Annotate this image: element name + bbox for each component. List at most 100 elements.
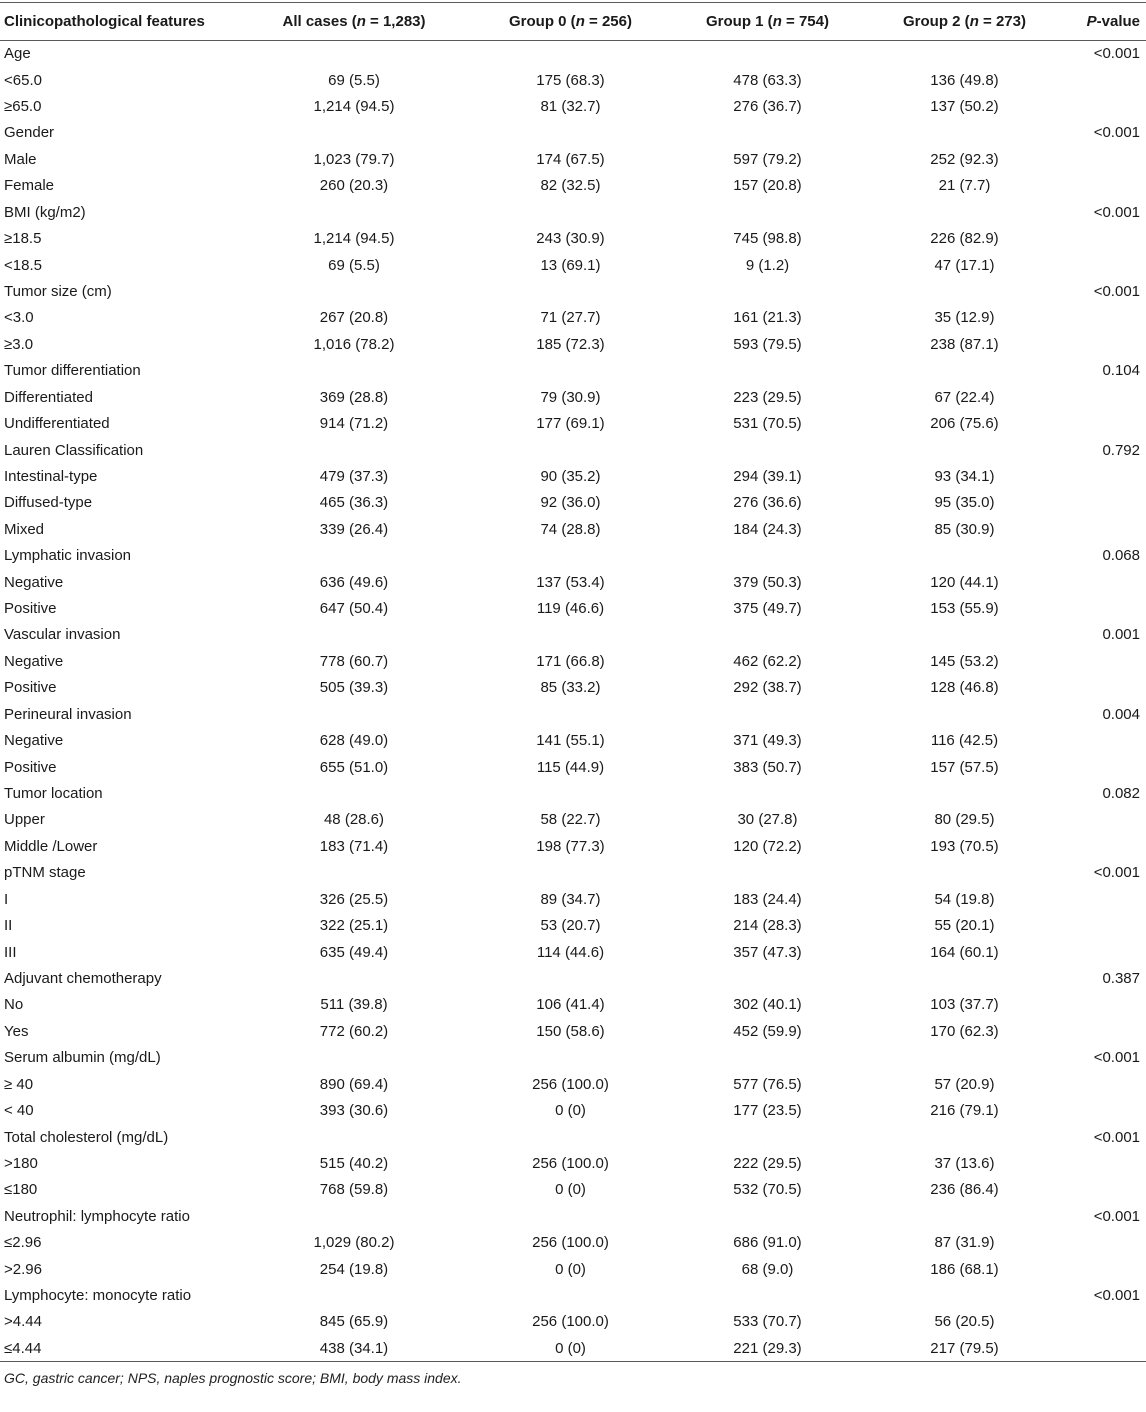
table-row: ≥3.0 1,016 (78.2) 185 (72.3) 593 (79.5) 238 … xyxy=(0,331,1146,357)
cell-group-1 xyxy=(669,780,866,806)
cell-group-2: 87 (31.9) xyxy=(934,1234,995,1252)
cell-all-cases: 772 (60.2) xyxy=(319,1022,389,1040)
cell-group-1: 357 (47.3) xyxy=(733,943,802,961)
table-row: Total cholesterol (mg/dL) <0.001 xyxy=(0,1124,1146,1150)
cell-all-cases: 393 (30.6) xyxy=(319,1102,389,1120)
cell-group-1 xyxy=(669,622,866,648)
table-row: II 322 (25.1) 53 (20.7) 214 (28.3) 55 (20.1) xyxy=(0,912,1146,938)
table-row: Tumor size (cm) <0.001 xyxy=(0,278,1146,304)
cell-p-value xyxy=(1063,67,1146,93)
cell-group-2: 136 (49.8) xyxy=(930,71,999,89)
cell-group-1: 276 (36.6) xyxy=(733,494,802,512)
cell-group-2 xyxy=(866,437,1063,463)
table-row: Female 260 (20.3) 82 (32.5) 157 (20.8) 21 (7… xyxy=(0,173,1146,199)
cell-feature: Lymphocyte: monocyte ratio xyxy=(4,1287,192,1305)
cell-p-value xyxy=(1063,912,1146,938)
cell-group-1 xyxy=(669,41,866,67)
table-row: Age <0.001 xyxy=(0,41,1146,67)
cell-feature: pTNM stage xyxy=(4,864,86,882)
cell-group-1: 375 (49.7) xyxy=(733,600,802,618)
cell-group-2: 120 (44.1) xyxy=(930,573,999,591)
cell-feature: Undifferentiated xyxy=(4,415,110,433)
table-row: Negative 778 (60.7) 171 (66.8) 462 (62.2) 14… xyxy=(0,648,1146,674)
cell-group-2: 80 (29.5) xyxy=(934,811,995,829)
header-feature: Clinicopathological features xyxy=(0,2,236,41)
cell-group-1: 533 (70.7) xyxy=(733,1313,802,1331)
cell-p-value: 0.001 xyxy=(1102,626,1140,644)
cell-all-cases xyxy=(236,965,472,991)
cell-all-cases: 479 (37.3) xyxy=(319,467,389,485)
cell-group-2: 85 (30.9) xyxy=(934,520,995,538)
table-row: Lymphocyte: monocyte ratio <0.001 xyxy=(0,1282,1146,1308)
table-row: Negative 636 (49.6) 137 (53.4) 379 (50.3) 12… xyxy=(0,569,1146,595)
cell-group-2: 57 (20.9) xyxy=(934,1075,995,1093)
cell-group-1: 292 (38.7) xyxy=(733,679,802,697)
cell-p-value: 0.792 xyxy=(1102,441,1140,459)
cell-group-0 xyxy=(472,41,669,67)
header-group-2: Group 2 (n = 273) xyxy=(866,2,1063,41)
cell-group-2: 55 (20.1) xyxy=(934,917,995,935)
cell-p-value xyxy=(1063,1256,1146,1282)
cell-all-cases xyxy=(236,120,472,146)
cell-group-0 xyxy=(472,437,669,463)
cell-group-2 xyxy=(866,1282,1063,1308)
table-row: ≥18.5 1,214 (94.5) 243 (30.9) 745 (98.8) 226… xyxy=(0,225,1146,251)
cell-p-value xyxy=(1063,992,1146,1018)
cell-p-value xyxy=(1063,1177,1146,1203)
cell-feature: Tumor location xyxy=(4,785,103,803)
cell-group-1: 184 (24.3) xyxy=(733,520,802,538)
cell-group-2 xyxy=(866,622,1063,648)
table-row: <3.0 267 (20.8) 71 (27.7) 161 (21.3) 35 (12.… xyxy=(0,305,1146,331)
cell-group-2 xyxy=(866,41,1063,67)
cell-all-cases xyxy=(236,358,472,384)
cell-group-1 xyxy=(669,1203,866,1229)
cell-feature: ≥3.0 xyxy=(4,335,34,353)
table-row: <65.0 69 (5.5) 175 (68.3) 478 (63.3) 136 (49… xyxy=(0,67,1146,93)
cell-group-2: 164 (60.1) xyxy=(930,943,999,961)
cell-group-2 xyxy=(866,780,1063,806)
table-row: ≥65.0 1,214 (94.5) 81 (32.7) 276 (36.7) 137 … xyxy=(0,93,1146,119)
cell-group-0: 92 (36.0) xyxy=(540,494,601,512)
cell-group-0: 85 (33.2) xyxy=(540,679,601,697)
cell-p-value xyxy=(1063,173,1146,199)
cell-p-value: <0.001 xyxy=(1093,203,1140,221)
table-row: Tumor differentiation 0.104 xyxy=(0,358,1146,384)
cell-p-value xyxy=(1063,225,1146,251)
table-row: Negative 628 (49.0) 141 (55.1) 371 (49.3) 11… xyxy=(0,727,1146,753)
cell-all-cases: 254 (19.8) xyxy=(319,1260,389,1278)
cell-group-0 xyxy=(472,622,669,648)
cell-p-value xyxy=(1063,569,1146,595)
cell-feature: Mixed xyxy=(4,520,45,538)
cell-p-value: <0.001 xyxy=(1093,1128,1140,1146)
cell-all-cases: 890 (69.4) xyxy=(319,1075,389,1093)
cell-group-2 xyxy=(866,120,1063,146)
cell-feature: Neutrophil: lymphocyte ratio xyxy=(4,1207,190,1225)
table-row: Diffused-type 465 (36.3) 92 (36.0) 276 (36.… xyxy=(0,490,1146,516)
cell-group-2: 206 (75.6) xyxy=(930,415,999,433)
cell-p-value: <0.001 xyxy=(1093,1207,1140,1225)
cell-feature: ≥65.0 xyxy=(4,98,42,116)
cell-group-2: 226 (82.9) xyxy=(930,230,999,248)
cell-group-0: 114 (44.6) xyxy=(536,943,605,961)
cell-group-2: 95 (35.0) xyxy=(934,494,995,512)
cell-group-0: 256 (100.0) xyxy=(532,1234,609,1252)
cell-all-cases xyxy=(236,1124,472,1150)
cell-group-2 xyxy=(866,543,1063,569)
cell-all-cases xyxy=(236,780,472,806)
cell-group-0: 74 (28.8) xyxy=(540,520,601,538)
cell-group-1: 68 (9.0) xyxy=(741,1260,794,1278)
cell-all-cases: 1,214 (94.5) xyxy=(313,98,395,116)
cell-all-cases: 1,023 (79.7) xyxy=(313,150,395,168)
cell-group-1: 452 (59.9) xyxy=(733,1022,802,1040)
cell-group-1: 531 (70.5) xyxy=(733,415,802,433)
cell-group-0: 0 (0) xyxy=(472,1335,669,1363)
cell-group-0 xyxy=(472,120,669,146)
table-row: Mixed 339 (26.4) 74 (28.8) 184 (24.3) 85 (30… xyxy=(0,516,1146,542)
cell-p-value: 0.068 xyxy=(1102,547,1140,565)
cell-p-value xyxy=(1063,410,1146,436)
cell-all-cases: 778 (60.7) xyxy=(319,652,389,670)
cell-all-cases xyxy=(236,622,472,648)
cell-feature: >180 xyxy=(4,1154,38,1172)
cell-all-cases: 515 (40.2) xyxy=(319,1154,389,1172)
cell-group-0: 256 (100.0) xyxy=(532,1154,609,1172)
